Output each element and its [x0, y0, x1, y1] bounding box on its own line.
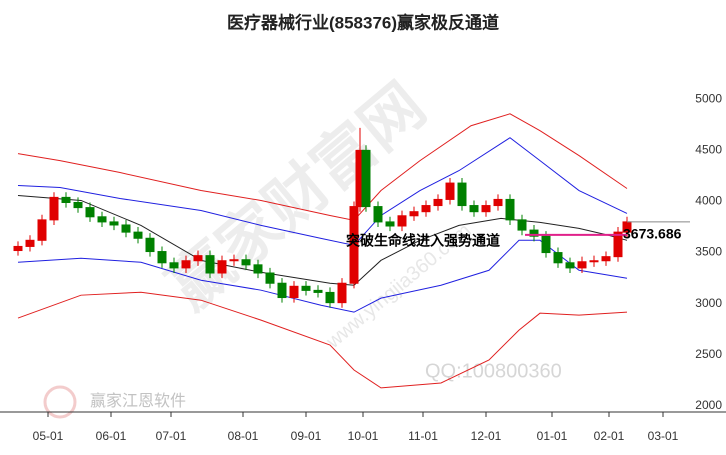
candle-body [577, 261, 587, 269]
candle-body [337, 282, 347, 304]
chart-title: 医疗器械行业(858376)赢家极反通道 [227, 12, 499, 32]
candle-body [301, 285, 311, 291]
y-tick-label: 2500 [695, 347, 722, 361]
candle-body [229, 259, 239, 262]
candle-body [541, 235, 551, 254]
candle-body [373, 206, 383, 223]
candle-body [445, 182, 455, 200]
candle-body [277, 282, 287, 299]
candle-body [361, 149, 371, 208]
candle-body [397, 215, 407, 227]
x-tick-label: 02-01 [594, 429, 625, 443]
candle-body [181, 260, 191, 269]
candle-body [313, 289, 323, 293]
candle-body [193, 255, 203, 262]
channel-line [17, 194, 628, 286]
candle-body [133, 231, 143, 239]
candle-body [13, 245, 23, 252]
x-tick-label: 03-01 [648, 429, 679, 443]
candle-body [289, 285, 299, 299]
x-tick-label: 01-01 [537, 429, 568, 443]
x-tick-label: 12-01 [471, 429, 502, 443]
x-tick-label: 07-01 [156, 429, 187, 443]
channel-line [17, 239, 628, 313]
x-tick-label: 08-01 [228, 429, 259, 443]
candle-body [109, 221, 119, 226]
candle-body [85, 207, 95, 218]
marker-label: 3673.686 [623, 226, 682, 242]
candle-body [253, 264, 263, 274]
candle-body [469, 205, 479, 213]
candle-body [457, 182, 467, 207]
x-tick-label: 09-01 [291, 429, 322, 443]
candle-body [325, 291, 335, 304]
x-tick-label: 10-01 [348, 429, 379, 443]
candle-body [505, 198, 515, 221]
y-tick-label: 2000 [695, 398, 722, 412]
candle-body [553, 252, 563, 264]
y-tick-label: 3500 [695, 245, 722, 259]
candle-body [25, 239, 35, 247]
candle-body [385, 221, 395, 227]
candle-body [265, 272, 275, 284]
x-tick-label: 06-01 [96, 429, 127, 443]
candle-body [565, 262, 575, 269]
candle-body [97, 216, 107, 223]
watermark: QQ:100800360 [425, 360, 562, 382]
candle-body [121, 224, 131, 233]
candle-body [529, 229, 539, 237]
candle-body [493, 198, 503, 207]
channel-line [17, 137, 628, 246]
candle-body [37, 219, 47, 241]
candle-body [409, 211, 419, 217]
candle-body [73, 201, 83, 209]
y-tick-label: 4500 [695, 143, 722, 157]
candle-body [601, 256, 611, 262]
candle-body [49, 196, 59, 221]
candle-body [421, 205, 431, 213]
y-tick-label: 5000 [695, 91, 722, 105]
candle-body [217, 260, 227, 274]
candle-body [205, 255, 215, 274]
candle-body [517, 219, 527, 231]
candle-body [433, 198, 443, 207]
logo [43, 385, 77, 419]
candle-body [349, 206, 359, 284]
y-tick-label: 3000 [695, 296, 722, 310]
candle-body [241, 259, 251, 266]
candle-body [613, 231, 623, 258]
annotation: 突破生命线进入强势通道 [346, 233, 500, 249]
y-tick-label: 4000 [695, 194, 722, 208]
candle-body [61, 196, 71, 203]
x-tick-label: 11-01 [408, 429, 438, 443]
candle-body [157, 251, 167, 264]
watermark: 赢家江恩软件 [90, 392, 186, 410]
candle-body [481, 205, 491, 213]
channel-line [17, 291, 628, 389]
x-tick-label: 05-01 [33, 429, 64, 443]
candle-body [589, 260, 599, 263]
candle-body [145, 237, 155, 253]
candle-body [169, 262, 179, 269]
